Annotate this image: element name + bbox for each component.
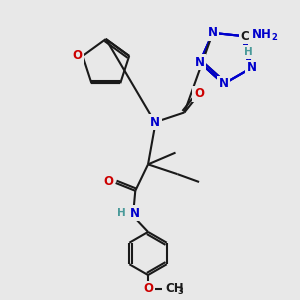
Text: 2: 2 — [272, 33, 277, 42]
Text: O: O — [104, 176, 114, 188]
Text: O: O — [194, 87, 204, 101]
Text: CH: CH — [166, 282, 184, 295]
Text: O: O — [73, 50, 82, 62]
Text: N: N — [195, 56, 205, 69]
Text: NH: NH — [252, 28, 272, 41]
Text: N: N — [219, 77, 229, 90]
Text: N: N — [208, 26, 218, 39]
Text: N: N — [150, 116, 160, 129]
Text: N: N — [130, 207, 140, 220]
Text: C: C — [241, 30, 249, 43]
Text: O: O — [143, 282, 153, 295]
Text: 3: 3 — [178, 287, 183, 296]
Text: H: H — [117, 208, 126, 218]
Text: N: N — [247, 61, 257, 74]
Text: H: H — [244, 47, 253, 57]
